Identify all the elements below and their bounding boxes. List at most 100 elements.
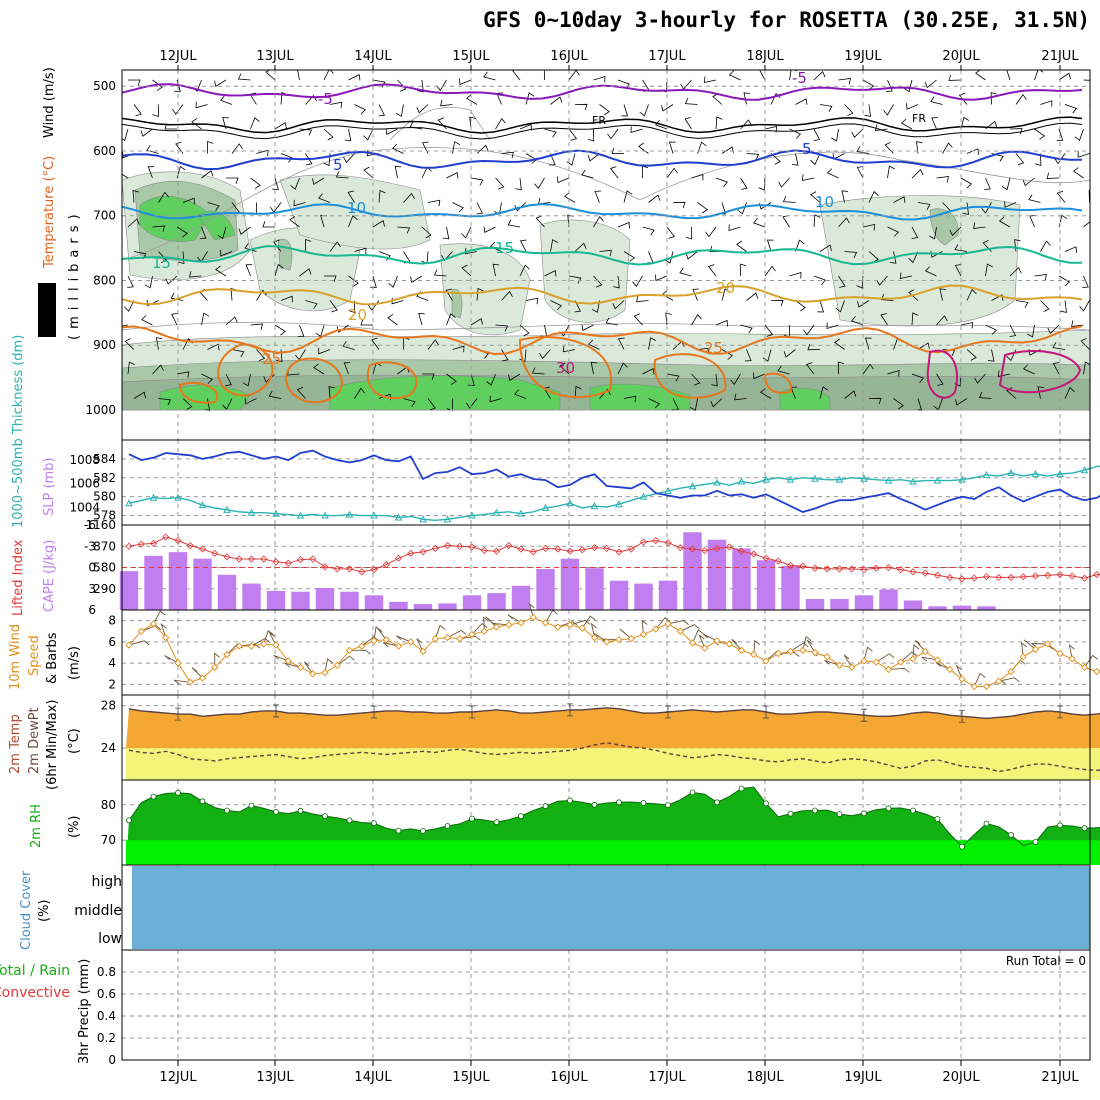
date-top-3: 15JUL bbox=[452, 49, 490, 64]
wind-barb-0-2 bbox=[122, 128, 129, 142]
wind-barb-15-9 bbox=[501, 290, 513, 301]
wind-barb-12-6 bbox=[421, 226, 432, 239]
wind-barb-23-5 bbox=[697, 202, 708, 214]
li-marker-27 bbox=[456, 542, 464, 550]
wind-barb-surface-11 bbox=[263, 629, 274, 645]
wind-barb-14-13 bbox=[466, 398, 478, 409]
wind-barb-22-1 bbox=[661, 104, 674, 112]
wind-marker-30 bbox=[492, 623, 501, 631]
wind-barb-10-4 bbox=[363, 166, 374, 179]
thickness-marker-18 bbox=[345, 510, 354, 518]
wind-barb-25-13 bbox=[734, 393, 747, 401]
wind-barb-surface-47 bbox=[698, 634, 706, 649]
wind-barb-39-8 bbox=[1082, 275, 1089, 288]
cloud-cover-fill bbox=[132, 866, 1090, 949]
wind-marker-25 bbox=[431, 635, 439, 643]
wind-barb-34-13 bbox=[955, 398, 968, 406]
wind-marker-6 bbox=[198, 674, 207, 682]
wind-barb-31-1 bbox=[883, 104, 894, 116]
wind-barb-5-11 bbox=[256, 349, 266, 362]
li-marker-38 bbox=[590, 544, 599, 552]
wind-barb-31-8 bbox=[876, 275, 888, 286]
wind-barb-36-5 bbox=[1004, 201, 1017, 208]
wind-barb-25-0 bbox=[728, 70, 741, 81]
rh2m-marker-8 bbox=[224, 807, 230, 814]
wind-barb-28-2 bbox=[813, 128, 821, 141]
wind-barb-22-4 bbox=[666, 167, 678, 179]
date-bottom-9: 21JUL bbox=[1041, 1070, 1079, 1085]
wind-barb-6-10 bbox=[274, 324, 286, 336]
rh2m-marker-28 bbox=[469, 815, 475, 822]
li-marker-73 bbox=[1019, 573, 1027, 581]
wind-barb-23-9 bbox=[692, 288, 700, 301]
cape-bar-8 bbox=[315, 588, 335, 610]
wind-barb-17-5 bbox=[538, 197, 551, 205]
wind-barb-34-6 bbox=[949, 226, 962, 236]
wind-barb-1-6 bbox=[152, 225, 166, 232]
wind-barb-13-12 bbox=[446, 373, 457, 385]
wind-barb-17-7 bbox=[550, 239, 558, 252]
rh2m-marker-36 bbox=[567, 797, 573, 804]
temp-tick-0: 28 bbox=[101, 699, 116, 713]
wind-barb-30-13 bbox=[868, 397, 882, 405]
wind-barb-39-11 bbox=[1080, 337, 1090, 350]
wind-barb-16-6 bbox=[507, 219, 521, 228]
date-bottom-2: 14JUL bbox=[354, 1070, 392, 1085]
wind-barb-21-3 bbox=[638, 142, 649, 154]
wind-barb-6-11 bbox=[276, 349, 283, 363]
wind-marker-73 bbox=[1019, 653, 1027, 661]
rh-shade-18 bbox=[451, 288, 463, 319]
wind-barb-14-12 bbox=[468, 373, 475, 386]
li-marker-58 bbox=[835, 565, 844, 573]
wind-barb-12-7 bbox=[421, 251, 429, 265]
wind-barb-20-5 bbox=[623, 190, 633, 203]
contour-label-2: 5 bbox=[333, 156, 343, 174]
frame-outer bbox=[121, 69, 1091, 1061]
wind-barb-surface-59 bbox=[843, 654, 853, 668]
li-marker-66 bbox=[933, 571, 942, 579]
wind-barb-7-3 bbox=[305, 153, 313, 166]
wind-barb-17-4 bbox=[534, 177, 545, 189]
wind-barb-17-1 bbox=[550, 96, 563, 105]
wind-barb-11-4 bbox=[394, 165, 402, 179]
wind-barb-8-4 bbox=[312, 177, 325, 186]
cape-bar-20 bbox=[609, 580, 629, 610]
wind-barb-8-12 bbox=[313, 363, 325, 375]
temp-minmax-28 bbox=[469, 705, 475, 719]
wind-barb-15-7 bbox=[490, 241, 502, 252]
temp-contour-5 bbox=[122, 245, 1083, 266]
wind-y-labels: 10m Wind Speed & Barbs (m/s) bbox=[8, 624, 82, 690]
date-top-2: 14JUL bbox=[354, 49, 392, 64]
rh2m-marker-34 bbox=[542, 803, 549, 810]
wind-barb-14-8 bbox=[461, 264, 472, 277]
wind-barb-surface-62 bbox=[888, 667, 910, 673]
wind-barb-38-9 bbox=[1060, 300, 1067, 313]
wind-barb-8-10 bbox=[315, 324, 325, 338]
wind-barb-surface-46 bbox=[692, 629, 704, 644]
wind-barb-9-2 bbox=[344, 128, 352, 142]
wind-barb-24-8 bbox=[707, 264, 717, 277]
wind-barb-32-7 bbox=[908, 251, 919, 264]
rh2m-marker-20 bbox=[371, 820, 377, 827]
wind-barb-29-12 bbox=[837, 361, 845, 375]
temp-minmax-4 bbox=[175, 707, 181, 721]
rh2m-units-label: (%) bbox=[67, 816, 82, 839]
wind-barb-29-11 bbox=[834, 338, 845, 350]
wind-barb-14-0 bbox=[459, 78, 472, 86]
wind-barb-7-6 bbox=[289, 216, 300, 228]
wind-barb-20-11 bbox=[617, 337, 625, 350]
wind-barb-surface-23 bbox=[396, 635, 411, 643]
rh30-contour-2 bbox=[389, 106, 491, 141]
wind-barb-28-9 bbox=[817, 300, 825, 313]
wind-barb-23-4 bbox=[691, 173, 704, 181]
li-marker-31 bbox=[505, 541, 513, 550]
cape-bar-6 bbox=[266, 590, 286, 610]
rh2m-marker-70 bbox=[983, 820, 990, 827]
wind-barb-9-0 bbox=[348, 73, 361, 81]
slp-ltick-3: 578 bbox=[93, 509, 116, 523]
wind-barb-27-7 bbox=[795, 239, 805, 252]
wind-marker-26 bbox=[443, 633, 452, 642]
wind-barb-11-8 bbox=[388, 275, 398, 288]
wind-barb-32-3 bbox=[916, 141, 923, 154]
wind-marker-36 bbox=[566, 621, 574, 629]
